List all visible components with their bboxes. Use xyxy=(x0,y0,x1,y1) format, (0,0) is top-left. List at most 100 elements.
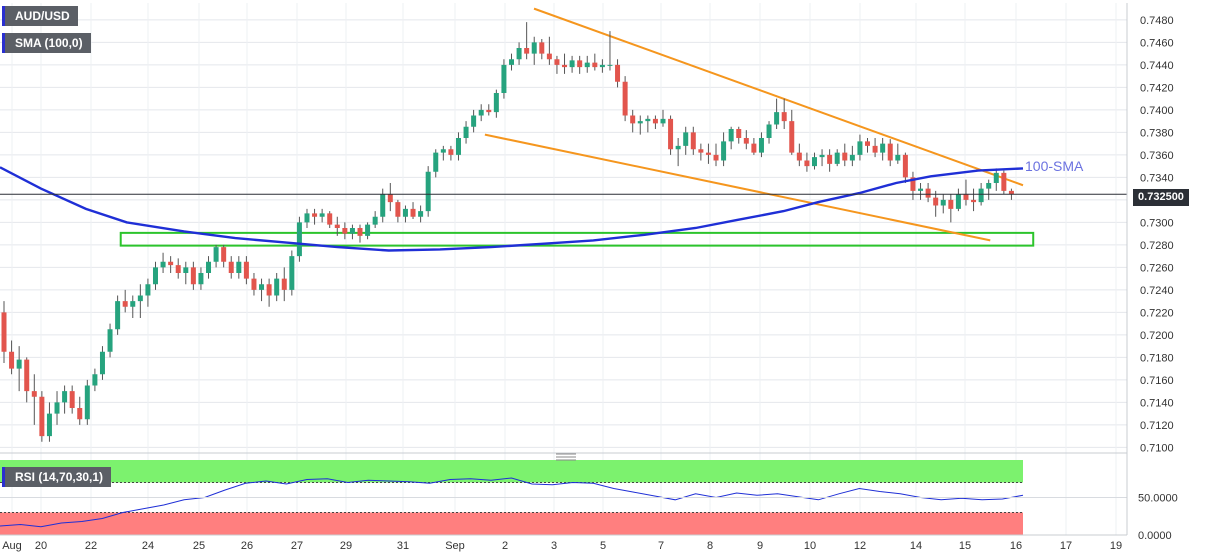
candle-down xyxy=(1008,190,1014,195)
candle-down xyxy=(539,42,545,54)
candle-up xyxy=(660,118,666,124)
candle-up xyxy=(857,141,863,155)
x-tick-label: 22 xyxy=(85,540,97,552)
y-tick-label: 0.7380 xyxy=(1140,127,1174,139)
candle-down xyxy=(168,261,174,266)
x-tick-label: 2 xyxy=(502,540,508,552)
sma-100-line xyxy=(0,166,1024,252)
candle-up xyxy=(766,124,772,138)
candle-down xyxy=(652,118,658,124)
candle-down xyxy=(77,408,83,420)
current-price-label: 0.732500 xyxy=(1133,189,1189,206)
x-tick-label: 20 xyxy=(35,540,47,552)
candle-down xyxy=(562,64,568,68)
candle-down xyxy=(592,62,598,68)
candle-up xyxy=(440,149,446,153)
trendlines xyxy=(484,7,1024,242)
candle-up xyxy=(683,132,689,146)
rsi-tick-label: 50.0000 xyxy=(1138,493,1178,505)
candle-down xyxy=(668,118,674,150)
candle-up xyxy=(758,138,764,153)
y-tick-label: 0.7160 xyxy=(1140,375,1174,387)
candle-down xyxy=(327,213,333,225)
candle-down xyxy=(266,284,272,296)
candle-up xyxy=(501,64,507,93)
rsi-oversold-zone xyxy=(0,512,1023,535)
candle-up xyxy=(607,64,613,66)
candle-up xyxy=(895,154,901,161)
y-tick-label: 0.7400 xyxy=(1140,105,1174,117)
candle-down xyxy=(698,149,704,153)
candle-down xyxy=(622,81,628,116)
candle-down xyxy=(334,224,340,228)
candle-up xyxy=(137,295,143,302)
candle-down xyxy=(948,199,954,209)
y-tick-label: 0.7140 xyxy=(1140,397,1174,409)
x-tick-label: 24 xyxy=(142,540,154,552)
candle-up xyxy=(296,222,302,257)
candle-up xyxy=(183,267,189,273)
candle-up xyxy=(955,194,961,209)
candle-up xyxy=(509,59,514,65)
x-tick-label: 25 xyxy=(193,540,205,552)
candle-up xyxy=(319,213,325,217)
candle-up xyxy=(107,329,113,352)
y-tick-label: 0.7120 xyxy=(1140,420,1174,432)
x-tick-label: Sep xyxy=(445,540,465,552)
candle-down xyxy=(872,145,878,153)
sma-indicator-label: SMA (100,0) xyxy=(2,33,91,53)
candle-down xyxy=(789,121,795,153)
candle-down xyxy=(69,391,75,408)
candle-up xyxy=(425,171,431,212)
y-tick-label: 0.7360 xyxy=(1140,150,1174,162)
candle-up xyxy=(365,224,371,236)
candle-down xyxy=(933,197,939,206)
candle-down xyxy=(251,278,257,290)
candle-down xyxy=(781,112,787,122)
x-tick-label: 10 xyxy=(804,540,816,552)
candle-down xyxy=(971,199,977,203)
candle-up xyxy=(471,115,477,127)
candle-down xyxy=(357,228,363,236)
candle-down xyxy=(1001,172,1007,191)
candle-down xyxy=(524,48,530,54)
candle-up xyxy=(304,213,310,223)
candle-up xyxy=(819,154,825,158)
candle-up xyxy=(516,48,522,60)
y-tick-label: 0.7260 xyxy=(1140,262,1174,274)
x-tick-label: 3 xyxy=(551,540,557,552)
candle-up xyxy=(986,183,992,189)
candle-down xyxy=(804,160,810,167)
candle-down xyxy=(705,152,711,155)
x-tick-label: 29 xyxy=(340,540,352,552)
rsi-indicator-label: RSI (14,70,30,1) xyxy=(2,467,112,487)
candle-up xyxy=(478,109,484,116)
candle-down xyxy=(228,261,234,273)
candle-down xyxy=(448,149,454,155)
support-zone xyxy=(119,231,1035,247)
x-tick-label: 5 xyxy=(600,540,606,552)
candle-down xyxy=(1,312,7,352)
candle-down xyxy=(122,301,128,307)
x-tick-label: 15 xyxy=(959,540,971,552)
candle-up xyxy=(993,172,999,183)
candle-down xyxy=(827,154,833,164)
candle-down xyxy=(243,261,249,279)
rsi-tick-label: 0.0000 xyxy=(1138,530,1172,542)
candle-up xyxy=(236,261,242,273)
candle-up xyxy=(569,60,575,68)
candle-down xyxy=(796,152,802,161)
symbol-label: AUD/USD xyxy=(2,6,78,26)
candle-up xyxy=(213,247,219,262)
y-tick-label: 0.7340 xyxy=(1140,172,1174,184)
y-tick-label: 0.7240 xyxy=(1140,285,1174,297)
candle-down xyxy=(281,278,287,290)
candle-down xyxy=(963,194,969,200)
candle-down xyxy=(902,154,908,178)
candle-up xyxy=(115,301,121,330)
candle-up xyxy=(372,216,378,225)
candle-down xyxy=(312,213,318,217)
candle-up xyxy=(198,273,204,285)
candle-down xyxy=(615,64,621,82)
